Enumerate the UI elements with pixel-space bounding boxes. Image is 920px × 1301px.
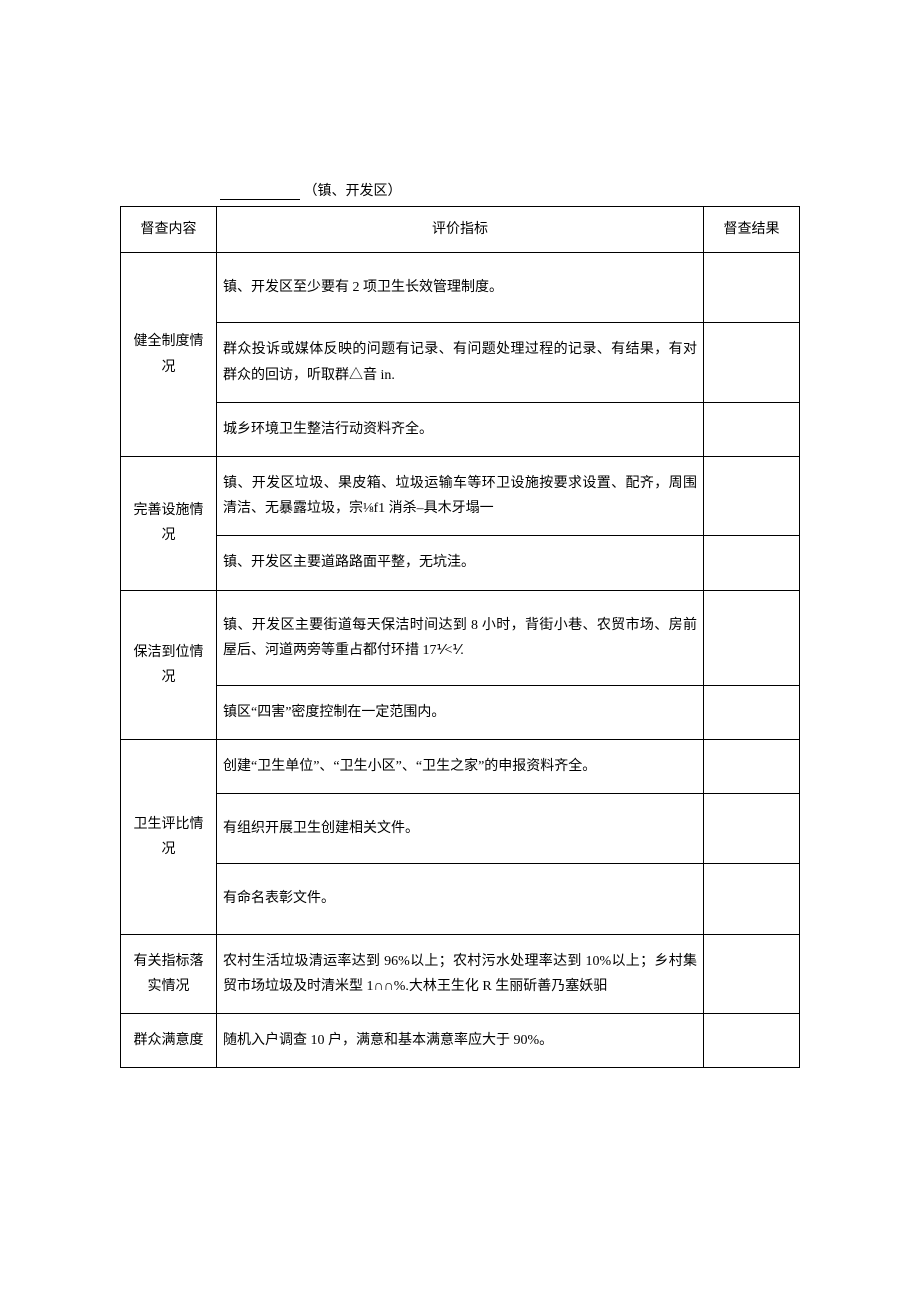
indicator-cell: 随机入户调查 10 户，满意和基本满意率应大于 90%。 [217,1014,704,1068]
result-cell [704,536,800,590]
indicator-cell: 有组织开展卫生创建相关文件。 [217,794,704,864]
table-row: 有关指标落实情况 农村生活垃圾清运率达到 96%以上；农村污水处理率达到 10%… [121,934,800,1013]
result-cell [704,934,800,1013]
table-row: 镇、开发区主要道路路面平整，无坑洼。 [121,536,800,590]
header-line: （镇、开发区） [220,180,800,200]
table-row: 有组织开展卫生创建相关文件。 [121,794,800,864]
indicator-cell: 镇区“四害”密度控制在一定范围内。 [217,685,704,739]
header-suffix: （镇、开发区） [304,184,402,199]
result-cell [704,323,800,402]
table-row: 完善设施情况 镇、开发区垃圾、果皮箱、垃圾运输车等环卫设施按要求设置、配齐，周围… [121,456,800,535]
indicator-cell: 镇、开发区垃圾、果皮箱、垃圾运输车等环卫设施按要求设置、配齐，周围清洁、无暴露垃… [217,456,704,535]
result-cell [704,740,800,794]
indicator-cell: 城乡环境卫生整洁行动资料齐全。 [217,402,704,456]
indicator-cell: 群众投诉或媒体反映的问题有记录、有问题处理过程的记录、有结果，有对群众的回访，听… [217,323,704,402]
category-cell: 健全制度情况 [121,253,217,457]
table-row: 卫生评比情况 创建“卫生单位”、“卫生小区”、“卫生之家”的申报资料齐全。 [121,740,800,794]
indicator-cell: 镇、开发区主要街道每天保洁时间达到 8 小时，背街小巷、农贸市场、房前屋后、河道… [217,590,704,685]
inspection-table: 督查内容 评价指标 督查结果 健全制度情况 镇、开发区至少要有 2 项卫生长效管… [120,206,800,1068]
result-cell [704,794,800,864]
header-blank-underline [220,199,300,200]
category-cell: 保洁到位情况 [121,590,217,740]
table-header-row: 督查内容 评价指标 督查结果 [121,207,800,253]
table-row: 城乡环境卫生整洁行动资料齐全。 [121,402,800,456]
table-row: 群众投诉或媒体反映的问题有记录、有问题处理过程的记录、有结果，有对群众的回访，听… [121,323,800,402]
result-cell [704,456,800,535]
category-cell: 完善设施情况 [121,456,217,590]
table-row: 镇区“四害”密度控制在一定范围内。 [121,685,800,739]
result-cell [704,864,800,934]
result-cell [704,402,800,456]
category-cell: 卫生评比情况 [121,740,217,935]
table-row: 保洁到位情况 镇、开发区主要街道每天保洁时间达到 8 小时，背街小巷、农贸市场、… [121,590,800,685]
category-cell: 群众满意度 [121,1014,217,1068]
col-header-result: 督查结果 [704,207,800,253]
result-cell [704,1014,800,1068]
indicator-cell: 镇、开发区至少要有 2 项卫生长效管理制度。 [217,253,704,323]
table-row: 群众满意度 随机入户调查 10 户，满意和基本满意率应大于 90%。 [121,1014,800,1068]
indicator-cell: 镇、开发区主要道路路面平整，无坑洼。 [217,536,704,590]
indicator-cell: 创建“卫生单位”、“卫生小区”、“卫生之家”的申报资料齐全。 [217,740,704,794]
col-header-content: 督查内容 [121,207,217,253]
category-cell: 有关指标落实情况 [121,934,217,1013]
indicator-cell: 有命名表彰文件。 [217,864,704,934]
result-cell [704,253,800,323]
result-cell [704,590,800,685]
table-row: 有命名表彰文件。 [121,864,800,934]
table-row: 健全制度情况 镇、开发区至少要有 2 项卫生长效管理制度。 [121,253,800,323]
result-cell [704,685,800,739]
indicator-cell: 农村生活垃圾清运率达到 96%以上；农村污水处理率达到 10%以上；乡村集贸市场… [217,934,704,1013]
col-header-indicator: 评价指标 [217,207,704,253]
